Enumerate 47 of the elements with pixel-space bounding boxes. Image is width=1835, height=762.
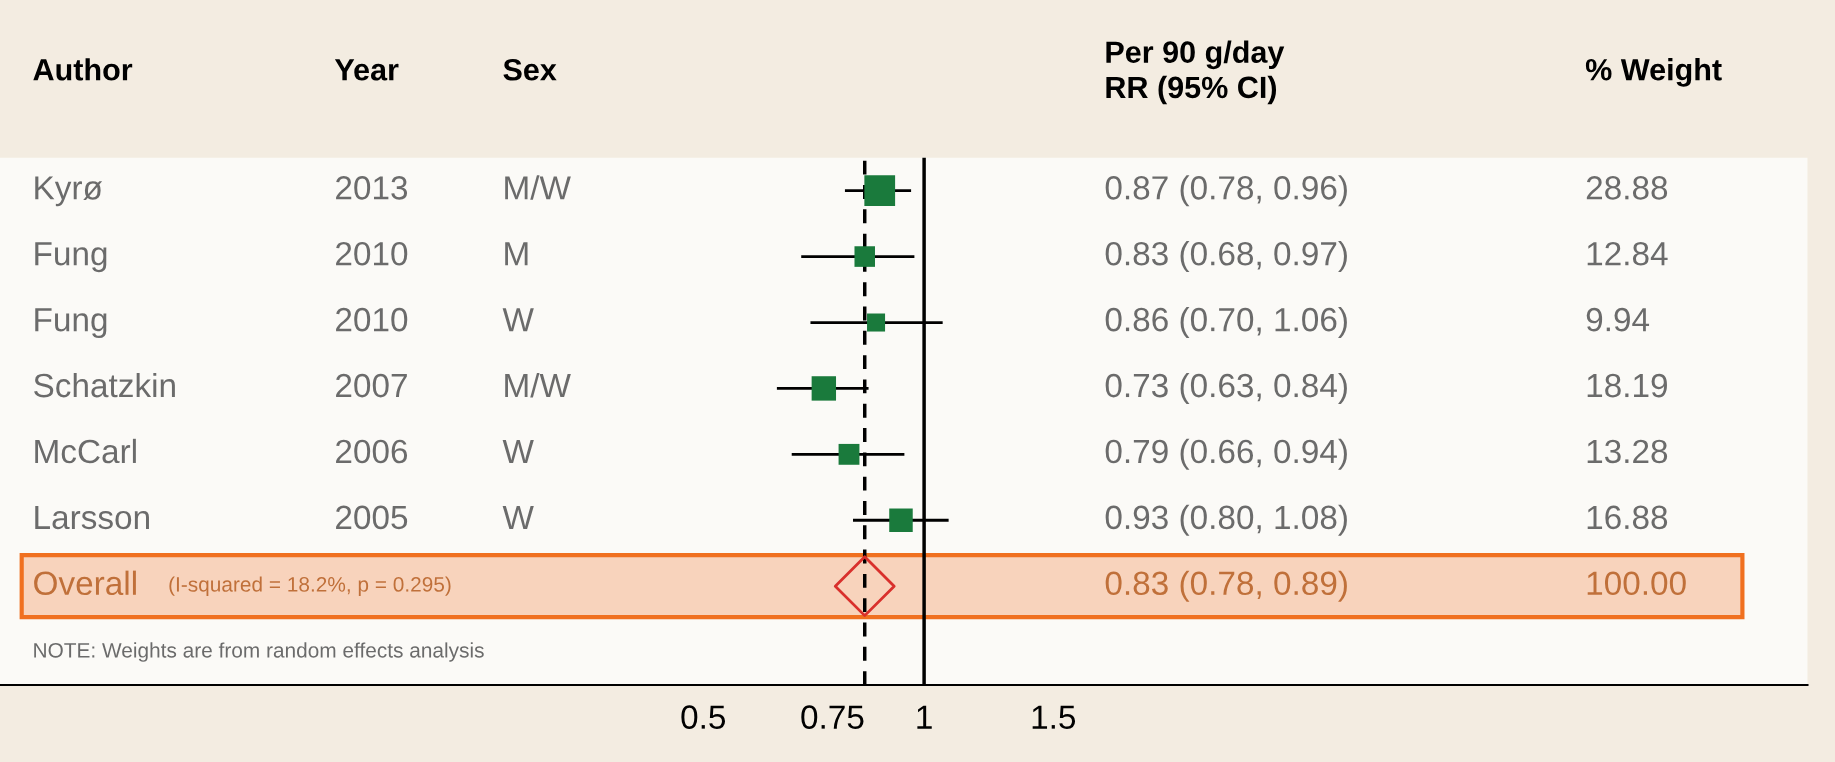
- annotation: 2010: [336, 307, 408, 332]
- annotation: 0.86 (0.70, 1.06): [1105, 306, 1347, 339]
- x-tick-label: 0.5: [681, 705, 726, 729]
- text: % Weight: [1585, 58, 1722, 87]
- annotation: 2005: [336, 505, 408, 530]
- annotation: 100.00: [1587, 571, 1686, 596]
- annotation: 2010: [336, 241, 408, 266]
- annotation: 18.19: [1587, 373, 1667, 398]
- annotation: 0.83 (0.68, 0.97): [1105, 241, 1347, 273]
- text: Year: [334, 59, 399, 81]
- y-tick-label: Fung: [35, 308, 107, 339]
- x-tick-label: 1: [917, 705, 932, 729]
- point: [833, 555, 896, 618]
- text: Per 90 g/day RR (95% CI): [1106, 40, 1285, 105]
- point: [838, 443, 860, 465]
- y-tick-label: McCarl: [35, 438, 136, 464]
- y-tick-label: Overall: [34, 570, 136, 596]
- annotation: 0.93 (0.80, 1.08): [1105, 504, 1347, 536]
- annotation: 2013: [336, 176, 408, 200]
- annotation: 28.88: [1586, 176, 1668, 200]
- y-tick-label: Fung: [35, 242, 107, 273]
- y-tick-label: Larsson: [35, 505, 149, 530]
- text: Sex: [503, 58, 557, 81]
- annotation: M: [505, 242, 528, 266]
- annotation: 0.87 (0.78, 0.96): [1105, 175, 1347, 207]
- annotation: 9.94: [1586, 307, 1650, 332]
- annotation: 12.84: [1587, 241, 1668, 266]
- annotation: W: [502, 505, 534, 529]
- x-tick-label: 0.75: [801, 705, 864, 729]
- annotation: 13.28: [1587, 439, 1668, 464]
- annotation: 2007: [336, 373, 407, 398]
- y-tick-label: Kyrø: [35, 176, 103, 207]
- text: Author: [33, 58, 133, 81]
- annotation: W: [502, 308, 534, 332]
- text: NOTE: Weights are from random effects analysis: [34, 642, 484, 662]
- annotation: 0.79 (0.66, 0.94): [1105, 438, 1347, 470]
- annotation: 0.73 (0.63, 0.84): [1105, 372, 1347, 404]
- annotation: 0.83 (0.78, 0.89): [1105, 570, 1347, 602]
- x-tick-label: 1.5: [1032, 705, 1076, 729]
- annotation: (I-squared = 18.2%, p = 0.295): [169, 576, 451, 596]
- annotation: M/W: [505, 372, 571, 398]
- point: [854, 246, 875, 267]
- annotation: 16.88: [1587, 505, 1668, 530]
- annotation: 2006: [336, 439, 408, 464]
- annotation: W: [502, 440, 534, 463]
- y-tick-label: Schatzkin: [34, 372, 175, 398]
- annotation: M/W: [505, 175, 571, 200]
